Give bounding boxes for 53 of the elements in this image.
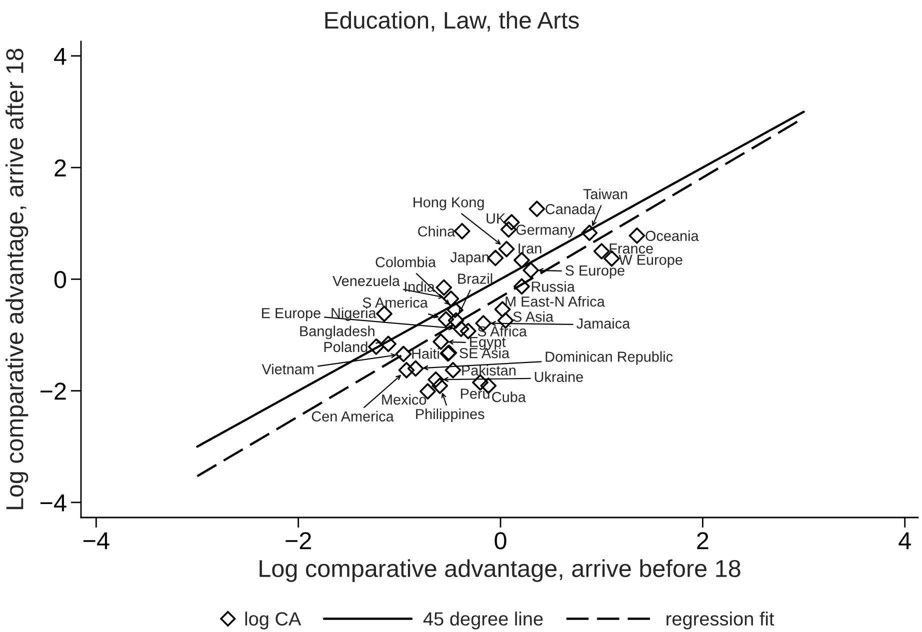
- x-tick-label: 2: [697, 532, 708, 550]
- annotation: Japan: [450, 252, 489, 266]
- annotation: Canada: [546, 204, 596, 214]
- annotation: Pakistan: [462, 364, 516, 376]
- annotation: S Asia: [513, 311, 554, 322]
- annotation: Mexico: [382, 394, 426, 405]
- legend-label: 45 degree line: [423, 612, 543, 630]
- annotation: Vietnam: [262, 364, 314, 374]
- annotation: Brazil: [458, 273, 492, 284]
- x-tick-label: −4: [84, 532, 110, 550]
- x-tick-label: −2: [286, 532, 311, 550]
- annotation: Nigeria: [332, 308, 376, 322]
- annotation: Jamaica: [576, 318, 630, 329]
- annotation: Cen America: [312, 410, 394, 422]
- y-tick-label: −4: [40, 494, 66, 512]
- x-tick-label: 4: [898, 532, 911, 550]
- annotation: Iran: [518, 243, 542, 254]
- annotation: S Africa: [478, 326, 527, 336]
- annotation: S Europe: [565, 265, 624, 278]
- annotation: Hong Kong: [414, 197, 484, 210]
- annotation: Haiti: [412, 348, 439, 359]
- y-tick-label: −2: [40, 382, 66, 400]
- chart-title: Education, Law, the Arts: [325, 11, 579, 32]
- y-tick-label: 2: [54, 159, 66, 176]
- annotation: Ukraine: [534, 371, 583, 382]
- annotation: SE Asia: [460, 348, 510, 358]
- y-tick-label: 0: [54, 271, 66, 288]
- annotation: Peru: [460, 388, 490, 399]
- annotation: Bangladesh: [300, 326, 374, 340]
- annotation: Taiwan: [583, 188, 628, 200]
- annotation: Colombia: [376, 256, 436, 268]
- annotation: China: [418, 226, 456, 237]
- annotation: Germany: [516, 224, 575, 238]
- annotation: S America: [362, 297, 428, 308]
- annotation: Venezuela: [332, 275, 400, 286]
- annotation: Oceania: [646, 230, 699, 242]
- annotation: W Europe: [618, 254, 682, 268]
- annotation: Poland: [324, 341, 368, 352]
- annotation: Russia: [532, 281, 575, 292]
- legend-label: regression fit: [666, 612, 774, 630]
- annotation: E Europe: [262, 308, 320, 322]
- legend-label: log CA: [245, 612, 302, 630]
- annotation: Cuba: [492, 392, 526, 402]
- annotation: Egypt: [470, 336, 506, 350]
- x-axis-title: Log comparative advantage, arrive before 18: [260, 559, 740, 582]
- annotation: Philippines: [416, 408, 484, 422]
- x-tick-label: 0: [494, 532, 506, 550]
- annotation: UK: [486, 214, 506, 224]
- annotation: Dominican Republic: [546, 351, 673, 365]
- annotation: France: [610, 244, 653, 254]
- annotation: M East-N Africa: [506, 296, 605, 307]
- y-tick-label: 4: [54, 48, 66, 65]
- y-axis-title: Log comparative advantage, arrive after 18: [6, 48, 28, 510]
